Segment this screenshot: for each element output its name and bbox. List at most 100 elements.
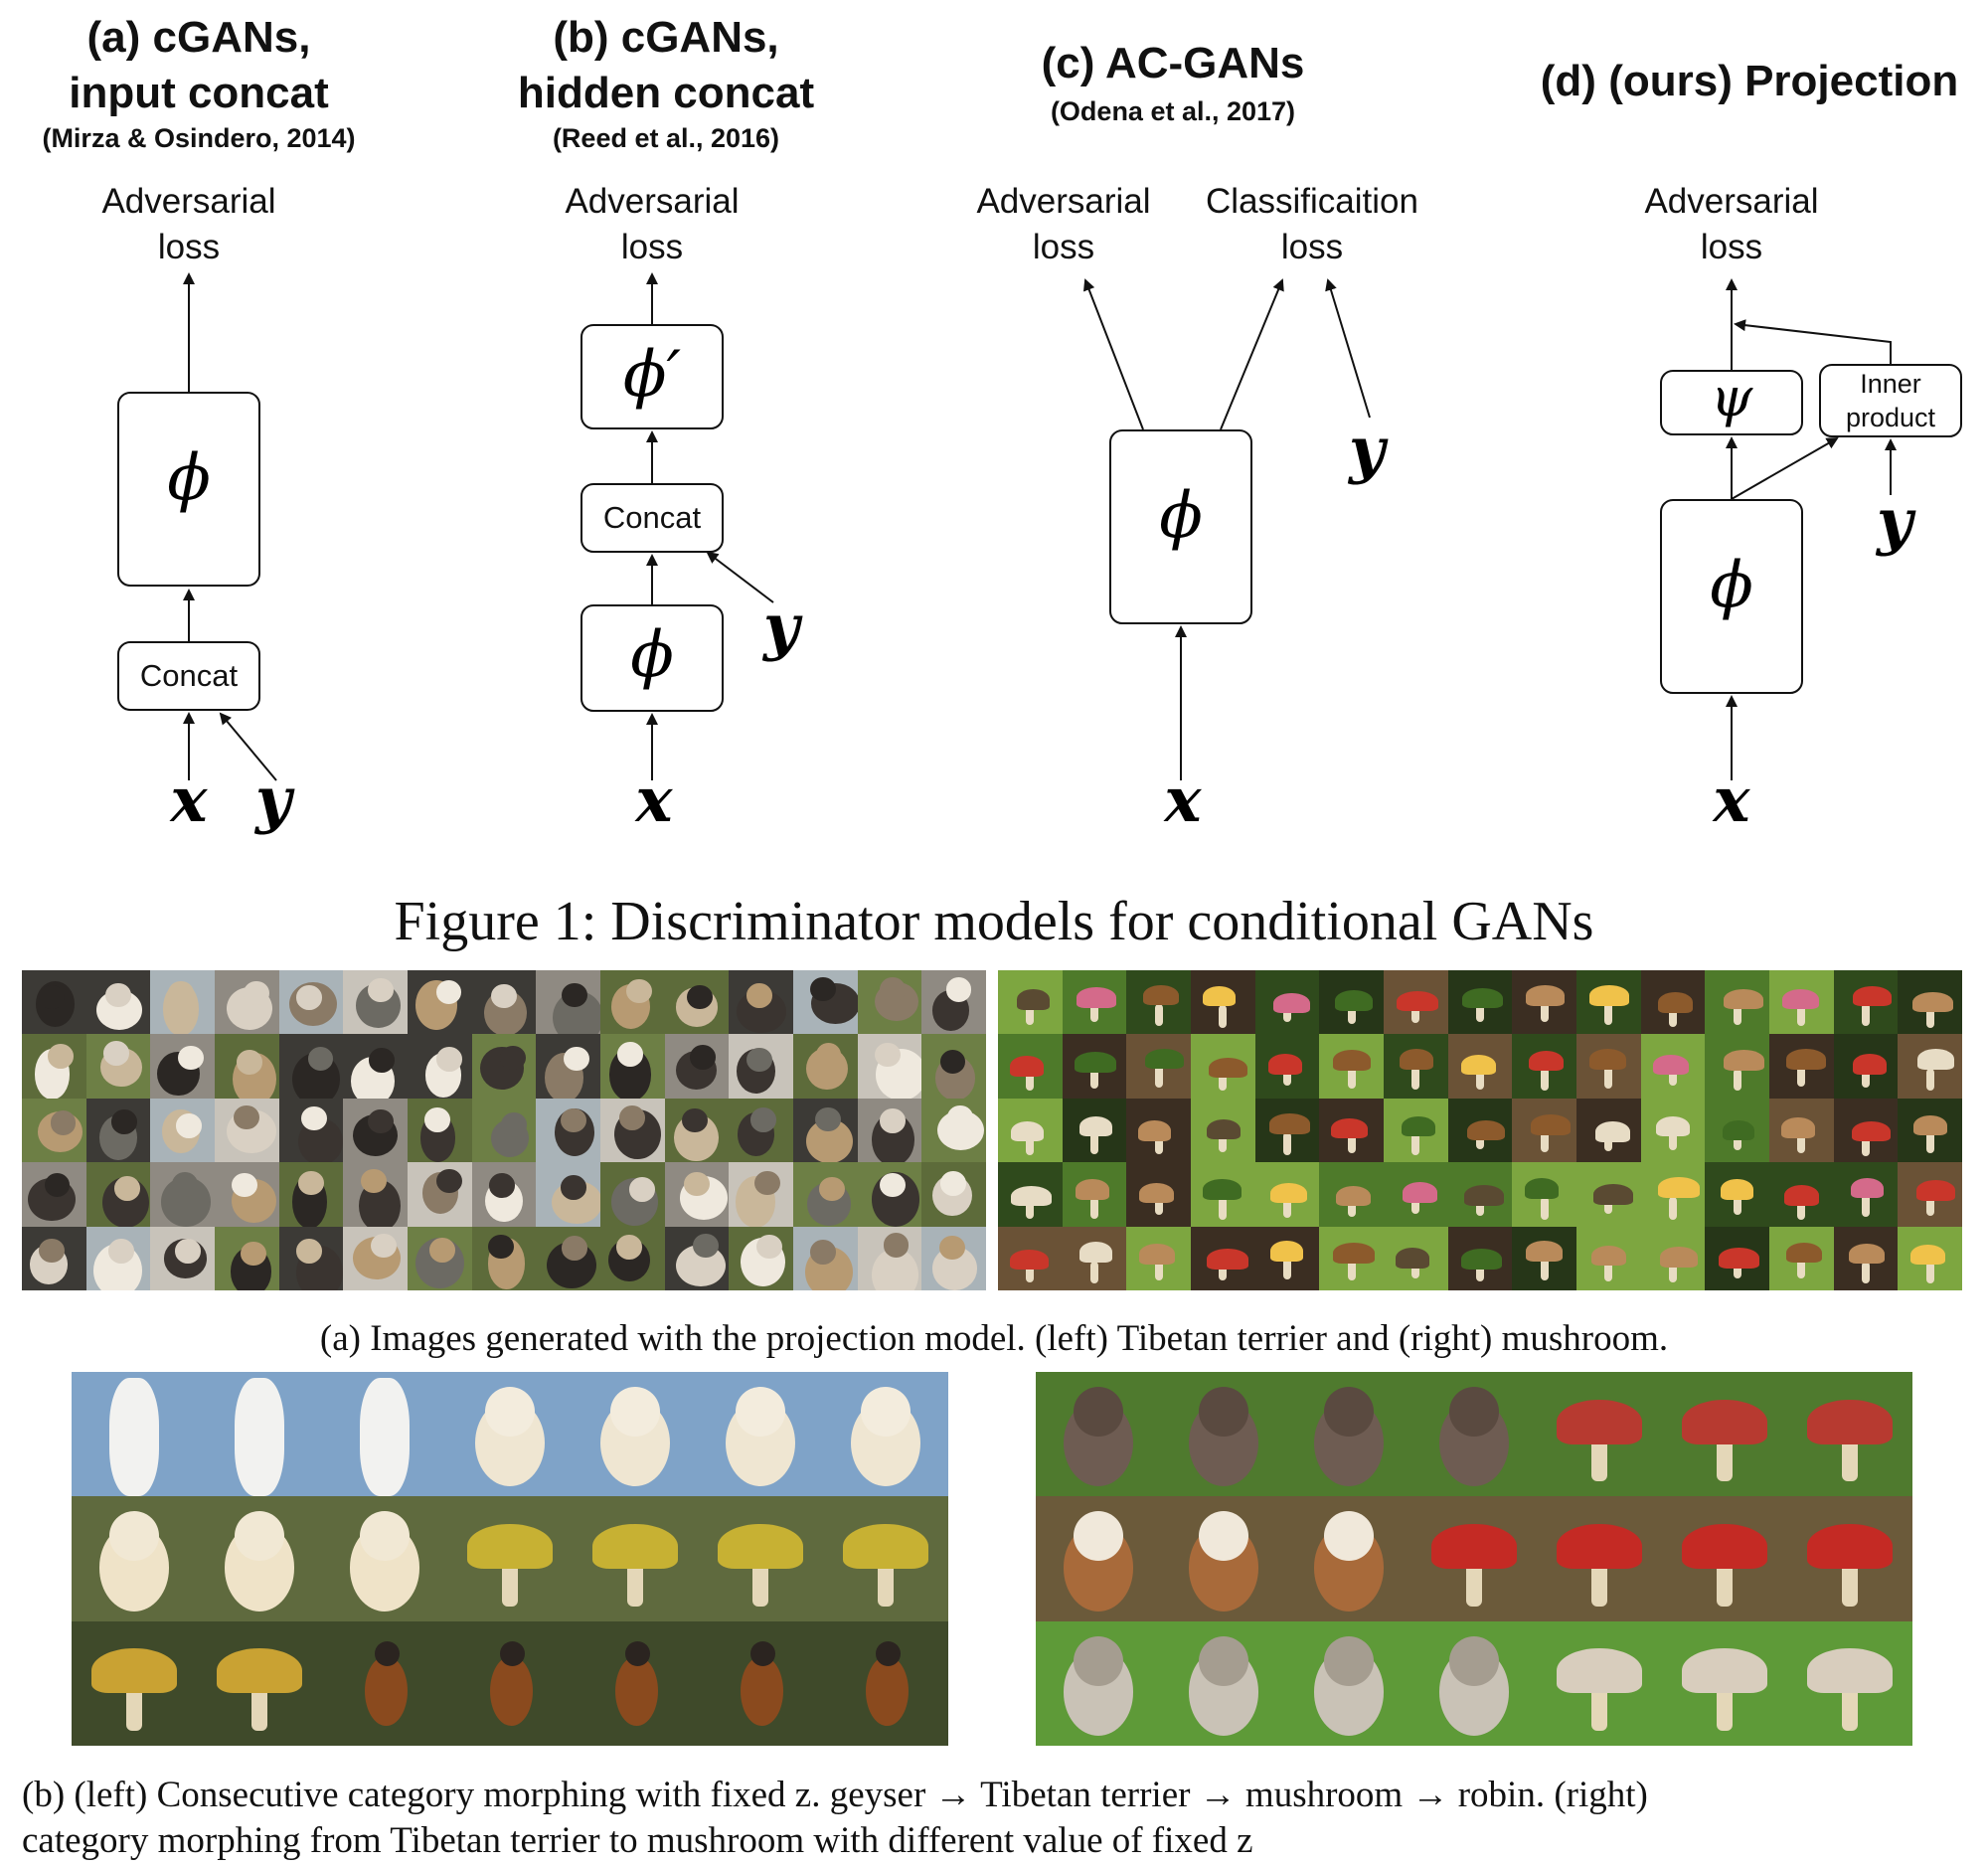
terrier-image-tile <box>85 970 151 1035</box>
mushroom-image-tile <box>1447 1034 1513 1099</box>
terrier-image-tile <box>278 1034 344 1099</box>
arrow-c-phi-to-adv <box>1083 278 1144 430</box>
terrier-image-tile <box>792 1162 858 1227</box>
arrow-d-phi-to-inner <box>1731 437 1839 500</box>
panel-c-y-symbol: y <box>1348 414 1386 486</box>
right-morphing-tile <box>1787 1496 1912 1621</box>
panel-b-y-symbol: y <box>762 591 800 663</box>
left-morphing-tile <box>573 1620 698 1746</box>
terrier-image-tile <box>792 1034 858 1099</box>
terrier-image-tile <box>599 1226 665 1290</box>
terrier-image-tile <box>214 1034 279 1099</box>
mushroom-image-tile <box>1640 1034 1706 1099</box>
terrier-image-tile <box>664 1226 730 1290</box>
terrier-image-tile <box>921 970 986 1035</box>
panel-c-citation: (Odena et al., 2017) <box>1050 96 1296 126</box>
mushroom-image-tile <box>1126 1162 1191 1227</box>
mushroom-image-tile <box>1575 1226 1641 1290</box>
right-morphing-tile <box>1161 1496 1286 1621</box>
terrier-image-tile <box>921 1034 986 1099</box>
terrier-image-tile <box>407 1098 472 1163</box>
right-morphing-tile <box>1537 1372 1662 1497</box>
right-morphing-grid <box>1036 1372 1912 1746</box>
mushroom-image-grid <box>998 970 1962 1290</box>
mushroom-image-tile <box>1768 1034 1834 1099</box>
mushroom-image-tile <box>1898 1226 1962 1290</box>
mushroom-image-tile <box>998 1162 1063 1227</box>
right-morphing-tile <box>1662 1496 1787 1621</box>
mushroom-image-tile <box>1898 970 1962 1035</box>
left-morphing-tile <box>447 1496 573 1621</box>
mushroom-image-tile <box>1575 1034 1641 1099</box>
terrier-image-tile <box>599 1162 665 1227</box>
terrier-image-tile <box>278 970 344 1035</box>
left-morphing-tile <box>698 1620 823 1746</box>
caption-b-line-2: category morphing from Tibetan terrier t… <box>22 1820 1253 1861</box>
mushroom-image-tile <box>1190 1034 1255 1099</box>
mushroom-image-tile <box>1705 1034 1769 1099</box>
mushroom-image-tile <box>1062 1226 1127 1290</box>
panel-a-concat-label: Concat <box>139 658 239 693</box>
mushroom-image-tile <box>1062 970 1127 1035</box>
arrow-b-y-to-concat <box>706 551 774 603</box>
terrier-image-tile <box>22 1226 86 1290</box>
terrier-image-tile <box>214 1098 279 1163</box>
right-morphing-tile <box>1787 1372 1912 1497</box>
panel-d-inner-product-label: Inner product <box>1845 369 1936 432</box>
mushroom-image-tile <box>1705 1162 1769 1227</box>
terrier-image-tile <box>214 1226 279 1290</box>
terrier-image-tile <box>22 1162 86 1227</box>
mushroom-image-tile <box>1898 1098 1962 1163</box>
right-morphing-tile <box>1662 1372 1787 1497</box>
terrier-image-tile <box>278 1162 344 1227</box>
panel-d-title: (d) (ours) Projection <box>1540 57 1959 105</box>
mushroom-image-tile <box>1319 1226 1384 1290</box>
mushroom-image-tile <box>1447 1162 1513 1227</box>
terrier-image-tile <box>729 1098 793 1163</box>
panel-b-phi-prime-box: ϕ′ <box>580 324 724 429</box>
left-morphing-tile <box>447 1372 573 1497</box>
panel-b-phi-box: ϕ <box>580 604 724 712</box>
mushroom-image-tile <box>1319 1162 1384 1227</box>
terrier-image-tile <box>729 1226 793 1290</box>
right-morphing-tile <box>1411 1372 1537 1497</box>
mushroom-image-tile <box>1254 1162 1320 1227</box>
terrier-image-tile <box>857 1162 922 1227</box>
mushroom-image-tile <box>1512 1226 1576 1290</box>
mushroom-image-tile <box>1126 970 1191 1035</box>
mushroom-image-tile <box>1833 1034 1899 1099</box>
terrier-image-tile <box>792 1098 858 1163</box>
panel-c-phi-box: ϕ <box>1109 429 1252 624</box>
panel-d-inner-product-box: Inner product <box>1819 364 1962 437</box>
terrier-image-tile <box>664 1034 730 1099</box>
mushroom-image-tile <box>1898 1162 1962 1227</box>
terrier-image-tile <box>150 1226 215 1290</box>
terrier-image-tile <box>921 1162 986 1227</box>
terrier-image-tile <box>599 970 665 1035</box>
left-morphing-tile <box>72 1620 197 1746</box>
left-morphing-tile <box>698 1496 823 1621</box>
panel-b-citation: (Reed et al., 2016) <box>552 123 780 153</box>
mushroom-image-tile <box>1190 1162 1255 1227</box>
right-morphing-tile <box>1161 1620 1286 1746</box>
mushroom-image-tile <box>1833 1162 1899 1227</box>
panel-d-phi-box: ϕ <box>1660 499 1803 694</box>
left-morphing-tile <box>447 1620 573 1746</box>
panel-c-title: (c) AC-GANs <box>1041 39 1305 87</box>
terrier-image-tile <box>343 1098 408 1163</box>
panel-a-phi-symbol: ϕ <box>167 441 211 515</box>
terrier-image-tile <box>729 1162 793 1227</box>
left-morphing-tile <box>823 1620 948 1746</box>
terrier-image-tile <box>921 1226 986 1290</box>
terrier-image-tile <box>599 1034 665 1099</box>
panel-b-phi-symbol: ϕ <box>630 618 674 692</box>
terrier-image-tile <box>150 1034 215 1099</box>
terrier-image-tile <box>921 1098 986 1163</box>
mushroom-image-tile <box>1383 1226 1448 1290</box>
panel-c-cls-loss-label: Classificaition loss <box>1206 182 1418 266</box>
terrier-image-tile <box>407 1226 472 1290</box>
mushroom-image-tile <box>1319 1034 1384 1099</box>
terrier-image-tile <box>343 1226 408 1290</box>
mushroom-image-tile <box>1640 1098 1706 1163</box>
mushroom-image-tile <box>1126 1034 1191 1099</box>
